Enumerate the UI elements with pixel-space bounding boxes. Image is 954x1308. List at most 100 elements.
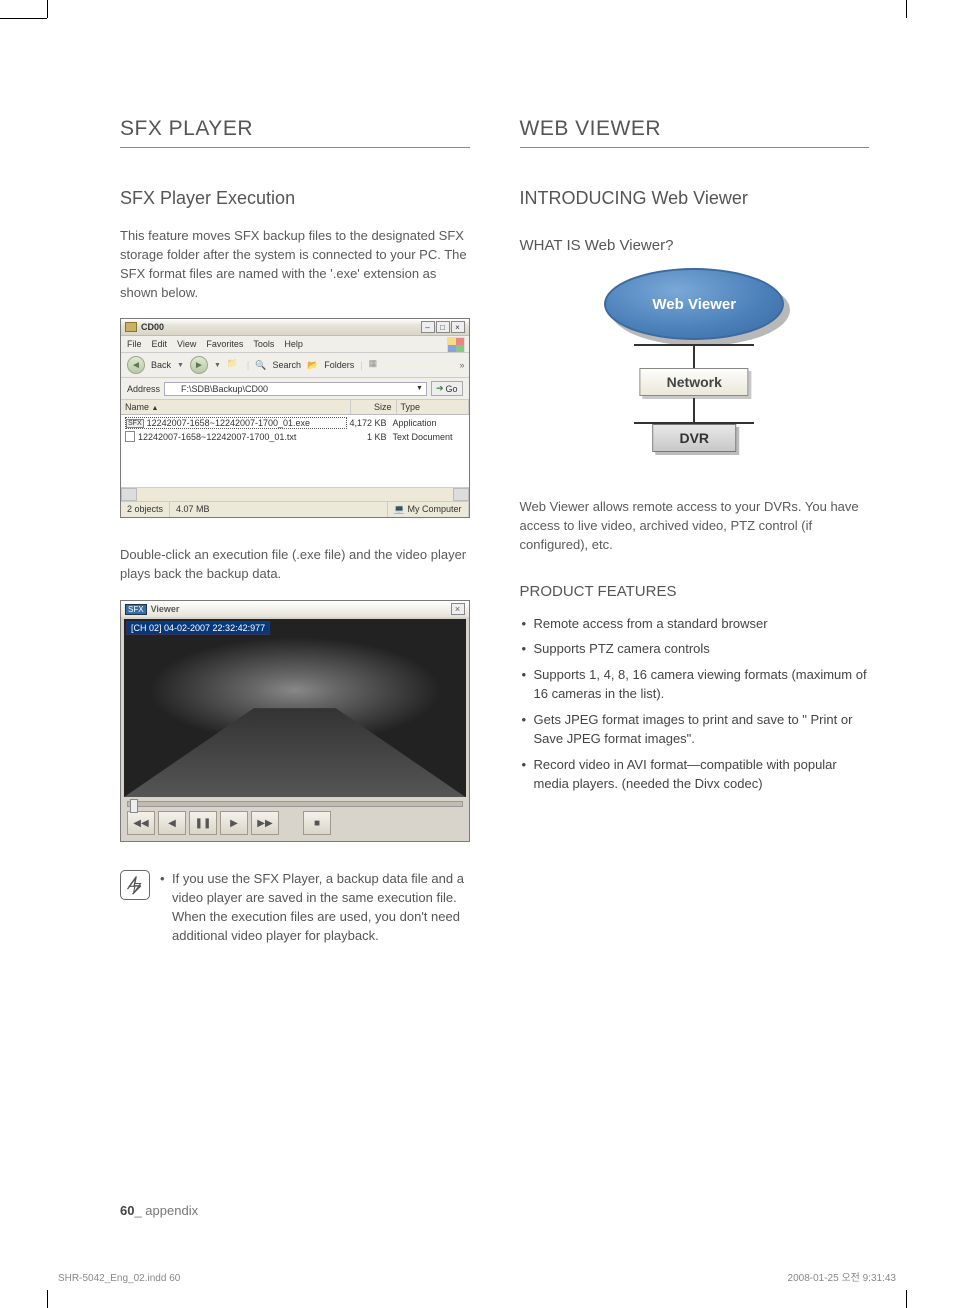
back-button[interactable]: ◄ xyxy=(127,356,145,374)
page-footer: 60_ appendix xyxy=(120,1203,198,1218)
feature-item: Gets JPEG format images to print and sav… xyxy=(520,710,870,749)
web-h1: WEB VIEWER xyxy=(520,117,870,148)
file-type: Application xyxy=(393,418,465,428)
maximize-icon[interactable]: □ xyxy=(436,321,450,333)
file-type: Text Document xyxy=(393,432,465,442)
player-controls: ◀◀ ◀ ❚❚ ▶ ▶▶ ■ xyxy=(121,811,469,835)
folder-icon xyxy=(168,385,178,393)
file-row[interactable]: SFX12242007-1658~12242007-1700_01.exe 4,… xyxy=(123,416,467,430)
web-viewer-diagram: Web Viewer Network DVR xyxy=(520,268,870,478)
views-icon[interactable]: ▦ xyxy=(369,358,383,372)
search-label: Search xyxy=(272,360,301,370)
viewer-titlebar: SFX Viewer × xyxy=(121,601,469,617)
menu-view[interactable]: View xyxy=(177,339,196,349)
stop-button[interactable]: ■ xyxy=(303,811,331,835)
file-header: Name ▲ Size Type xyxy=(121,400,469,415)
menu-help[interactable]: Help xyxy=(284,339,303,349)
diagram-network: Network xyxy=(640,368,749,396)
explorer-toolbar: ◄ Back ▼ ► ▼ 📁 | 🔍 Search 📂 Folders | ▦ … xyxy=(121,353,469,378)
window-buttons: – □ × xyxy=(420,321,465,333)
pause-button[interactable]: ❚❚ xyxy=(189,811,217,835)
seek-slider[interactable] xyxy=(127,801,463,807)
sfx-icon: SFX xyxy=(126,419,144,428)
fast-forward-button[interactable]: ▶▶ xyxy=(251,811,279,835)
close-icon[interactable]: × xyxy=(451,321,465,333)
sfx-h1: SFX PLAYER xyxy=(120,117,470,148)
note-icon xyxy=(120,870,150,900)
video-frame xyxy=(124,619,466,797)
print-mark-right: 2008-01-25 오전 9:31:43 xyxy=(788,1269,896,1284)
menu-file[interactable]: File xyxy=(127,339,142,349)
status-location: 💻 My Computer xyxy=(388,502,469,517)
file-list: SFX12242007-1658~12242007-1700_01.exe 4,… xyxy=(121,415,469,487)
sfx-p2: Double-click an execution file (.exe fil… xyxy=(120,546,470,584)
file-name: 12242007-1658~12242007-1700_01.exe xyxy=(147,418,310,428)
address-text: F:\SDB\Backup\CD00 xyxy=(181,384,268,394)
rewind-button[interactable]: ◀◀ xyxy=(127,811,155,835)
address-bar: Address F:\SDB\Backup\CD00 ▼ ➔ Go xyxy=(121,378,469,400)
folders-icon[interactable]: 📂 xyxy=(307,360,318,371)
web-p1: Web Viewer allows remote access to your … xyxy=(520,498,870,555)
web-h3b: PRODUCT FEATURES xyxy=(520,583,870,600)
video-overlay: [CH 02] 04-02-2007 22:32:42:977 xyxy=(126,621,270,635)
diagram-web-viewer: Web Viewer xyxy=(604,268,784,340)
step-back-button[interactable]: ◀ xyxy=(158,811,186,835)
viewer-title: Viewer xyxy=(151,604,180,614)
chevron-icon: » xyxy=(459,360,464,370)
diagram-dvr: DVR xyxy=(652,424,736,452)
feature-item: Remote access from a standard browser xyxy=(520,614,870,634)
scrollbar[interactable] xyxy=(121,487,469,501)
feature-item: Record video in AVI format—compatible wi… xyxy=(520,755,870,794)
play-button[interactable]: ▶ xyxy=(220,811,248,835)
file-name: 12242007-1658~12242007-1700_01.txt xyxy=(138,432,296,442)
left-column: SFX PLAYER SFX Player Execution This fea… xyxy=(120,117,470,1218)
status-bar: 2 objects 4.07 MB 💻 My Computer xyxy=(121,501,469,517)
feature-item: Supports 1, 4, 8, 16 camera viewing form… xyxy=(520,665,870,704)
menu-tools[interactable]: Tools xyxy=(253,339,274,349)
web-h3a: WHAT IS Web Viewer? xyxy=(520,237,870,254)
windows-logo-icon xyxy=(447,337,465,353)
col-name[interactable]: Name ▲ xyxy=(121,400,351,414)
file-size: 1 KB xyxy=(347,432,393,442)
menu-favorites[interactable]: Favorites xyxy=(206,339,243,349)
back-label: Back xyxy=(151,360,171,370)
folders-label: Folders xyxy=(324,360,354,370)
up-icon[interactable]: 📁 xyxy=(227,358,241,372)
note-text: If you use the SFX Player, a backup data… xyxy=(160,870,470,945)
sfx-p1: This feature moves SFX backup files to t… xyxy=(120,227,470,302)
feature-item: Supports PTZ camera controls xyxy=(520,639,870,659)
go-button[interactable]: ➔ Go xyxy=(431,381,463,396)
explorer-menubar: File Edit View Favorites Tools Help xyxy=(121,336,469,353)
page-number: 60 xyxy=(120,1203,134,1218)
file-row[interactable]: 12242007-1658~12242007-1700_01.txt 1 KB … xyxy=(123,430,467,443)
go-label: Go xyxy=(445,384,457,394)
col-size[interactable]: Size xyxy=(351,400,397,414)
web-h2: INTRODUCING Web Viewer xyxy=(520,188,870,209)
status-size: 4.07 MB xyxy=(170,502,388,517)
col-type[interactable]: Type xyxy=(397,400,469,414)
video-area: [CH 02] 04-02-2007 22:32:42:977 xyxy=(124,619,466,797)
page: SFX PLAYER SFX Player Execution This fea… xyxy=(120,117,869,1218)
minimize-icon[interactable]: – xyxy=(421,321,435,333)
menu-edit[interactable]: Edit xyxy=(152,339,168,349)
file-size: 4,172 KB xyxy=(347,418,393,428)
txt-icon xyxy=(125,431,135,442)
explorer-window: CD00 – □ × File Edit View Favorites Tool… xyxy=(120,318,470,518)
close-icon[interactable]: × xyxy=(451,603,465,615)
footer-label: _ appendix xyxy=(134,1203,198,1218)
feature-list: Remote access from a standard browser Su… xyxy=(520,614,870,794)
address-field[interactable]: F:\SDB\Backup\CD00 ▼ xyxy=(164,382,427,396)
forward-button[interactable]: ► xyxy=(190,356,208,374)
sfx-h2: SFX Player Execution xyxy=(120,188,470,209)
note-block: If you use the SFX Player, a backup data… xyxy=(120,870,470,945)
status-objects: 2 objects xyxy=(121,502,170,517)
viewer-window: SFX Viewer × [CH 02] 04-02-2007 22:32:42… xyxy=(120,600,470,842)
explorer-titlebar: CD00 – □ × xyxy=(121,319,469,336)
print-mark-left: SHR-5042_Eng_02.indd 60 xyxy=(58,1273,180,1284)
address-label: Address xyxy=(127,384,160,394)
sfx-badge: SFX xyxy=(125,604,147,615)
right-column: WEB VIEWER INTRODUCING Web Viewer WHAT I… xyxy=(520,117,870,1218)
folder-icon xyxy=(125,322,137,332)
explorer-title: CD00 xyxy=(141,322,164,332)
search-icon[interactable]: 🔍 xyxy=(255,360,266,371)
